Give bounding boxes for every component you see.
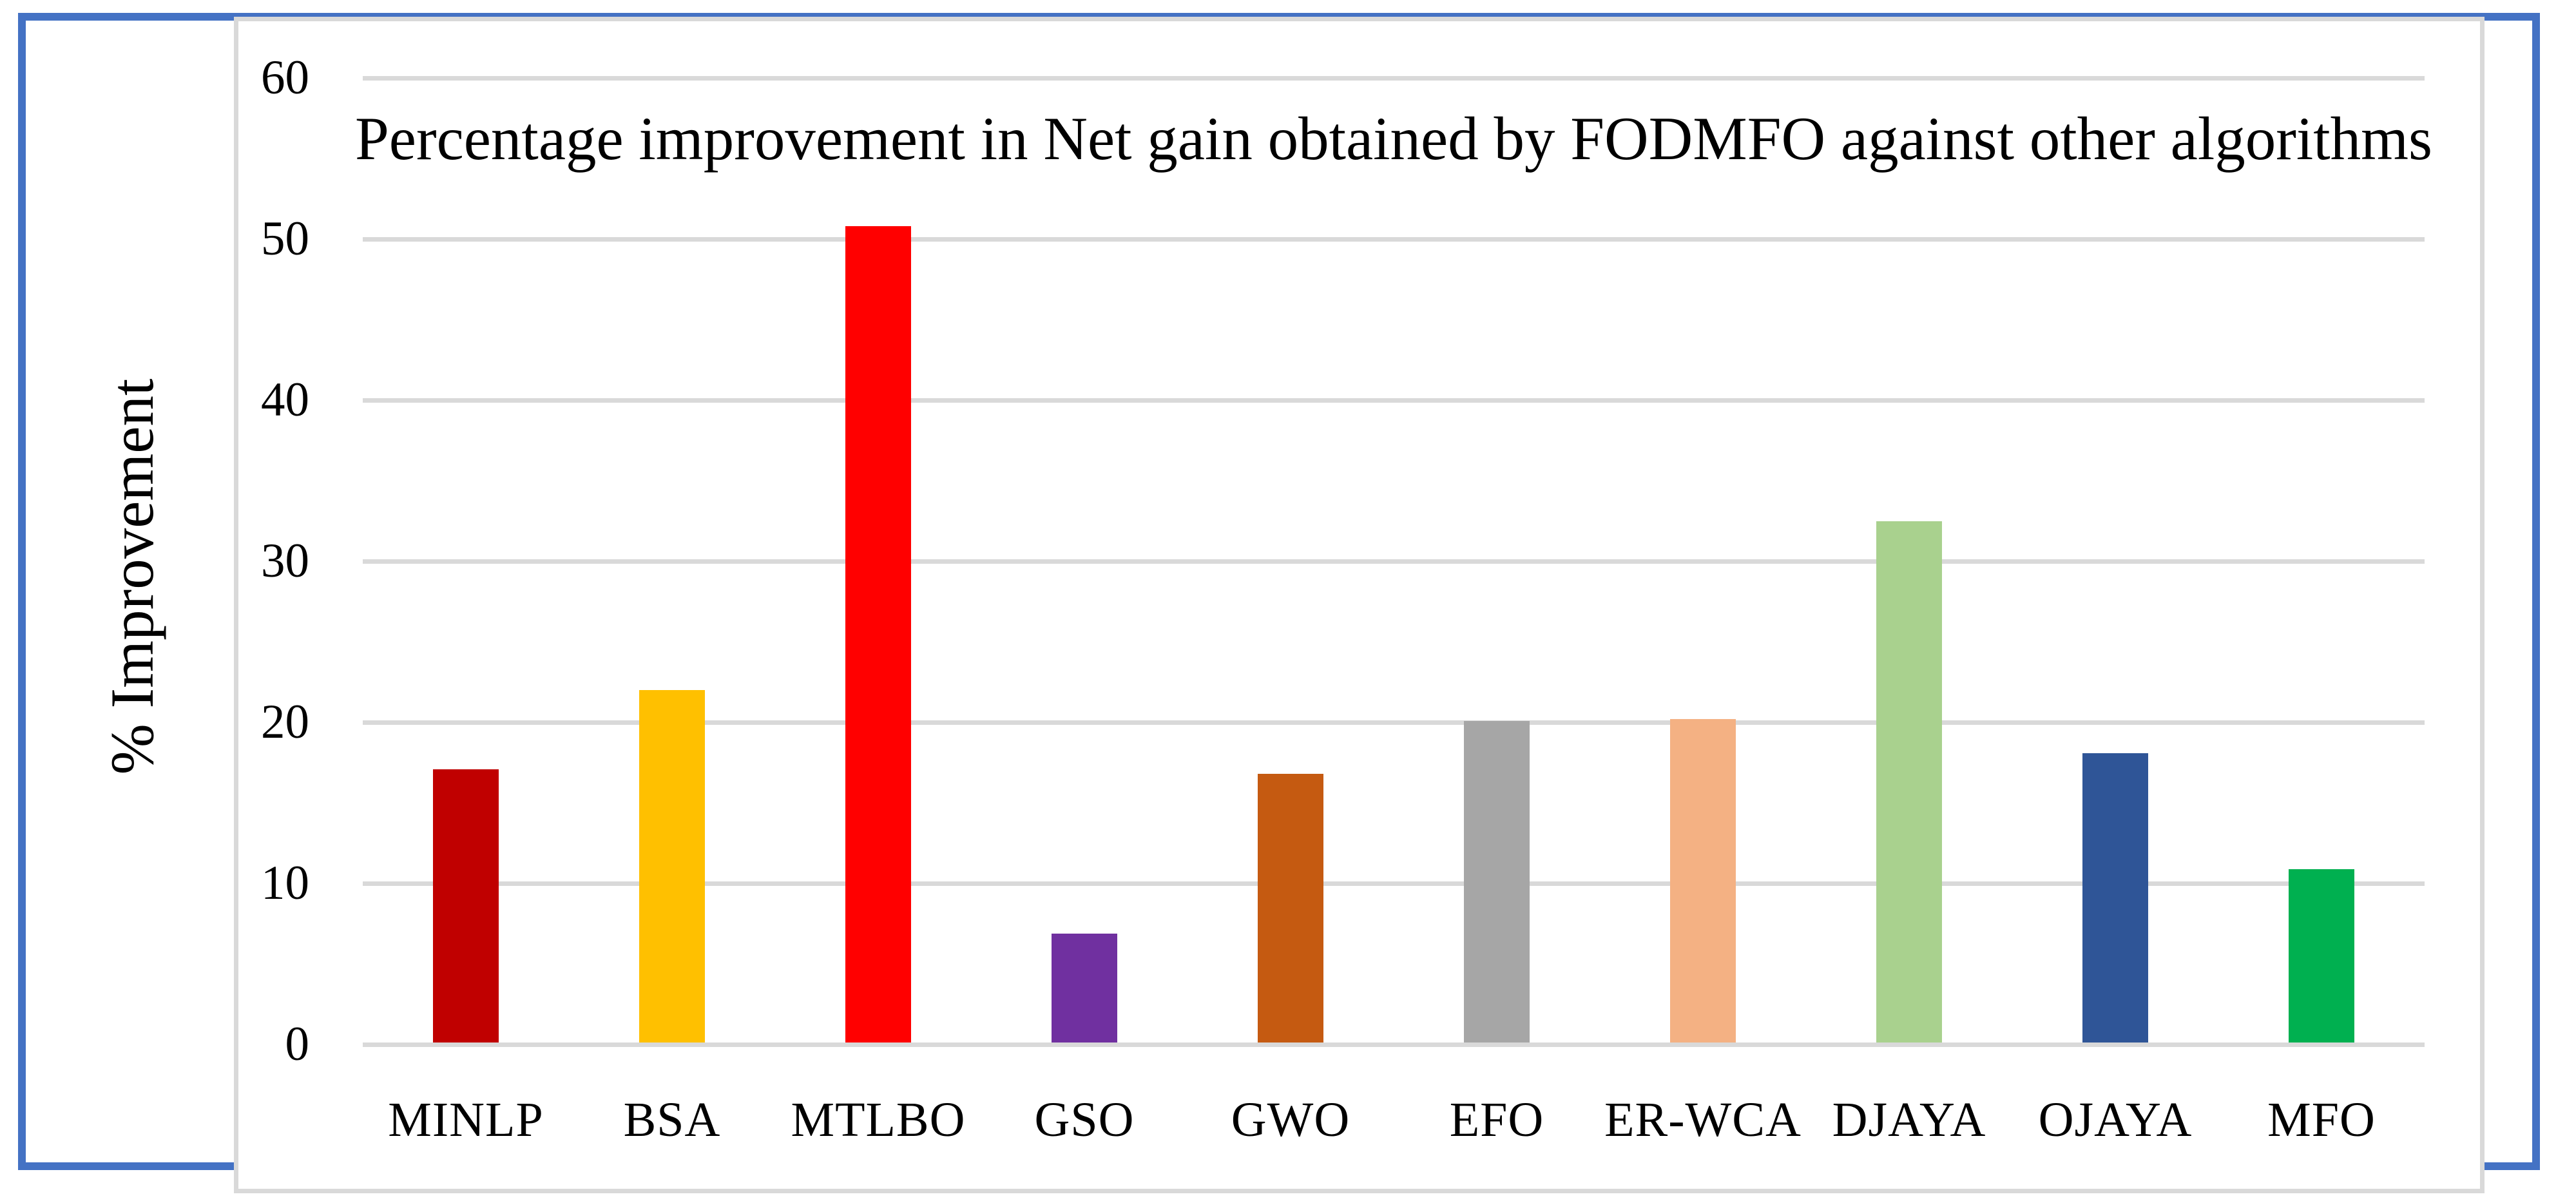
gridline-60	[363, 76, 2425, 81]
y-tick-label-60: 60	[261, 51, 309, 104]
gridline-40	[363, 398, 2425, 403]
x-category-label-OJAYA: OJAYA	[2038, 1093, 2193, 1147]
x-category-label-MINLP: MINLP	[388, 1093, 544, 1147]
y-tick-label-10: 10	[261, 856, 309, 910]
bar-MFO	[2289, 869, 2354, 1044]
x-category-label-MFO: MFO	[2267, 1093, 2376, 1147]
gridline-10	[363, 881, 2425, 886]
x-category-label-ER-WCA: ER-WCA	[1604, 1093, 1802, 1147]
x-axis-line	[363, 1042, 2425, 1047]
x-category-label-DJAYA: DJAYA	[1832, 1093, 1986, 1147]
bar-MINLP	[433, 769, 499, 1044]
bar-GSO	[1052, 933, 1117, 1044]
bar-DJAYA	[1876, 521, 1942, 1044]
gridline-20	[363, 720, 2425, 725]
y-axis-title: % Improvement	[98, 378, 166, 775]
chart-title: Percentage improvement in Net gain obtai…	[354, 104, 2433, 173]
x-category-label-MTLBO: MTLBO	[791, 1093, 966, 1147]
x-category-label-EFO: EFO	[1449, 1093, 1544, 1147]
bar-EFO	[1464, 720, 1530, 1044]
y-tick-label-30: 30	[261, 534, 309, 588]
bar-BSA	[639, 690, 705, 1044]
x-category-label-BSA: BSA	[623, 1093, 721, 1147]
gridline-30	[363, 559, 2425, 564]
bar-ER-WCA	[1670, 719, 1736, 1044]
y-tick-label-50: 50	[261, 212, 309, 265]
bar-MTLBO	[845, 226, 911, 1044]
y-tick-label-40: 40	[261, 373, 309, 427]
x-category-label-GWO: GWO	[1231, 1093, 1350, 1147]
bar-GWO	[1258, 774, 1323, 1044]
x-category-label-GSO: GSO	[1034, 1093, 1135, 1147]
gridline-50	[363, 237, 2425, 242]
y-tick-label-20: 20	[261, 695, 309, 749]
bar-OJAYA	[2082, 753, 2148, 1044]
y-tick-label-0: 0	[285, 1017, 310, 1071]
